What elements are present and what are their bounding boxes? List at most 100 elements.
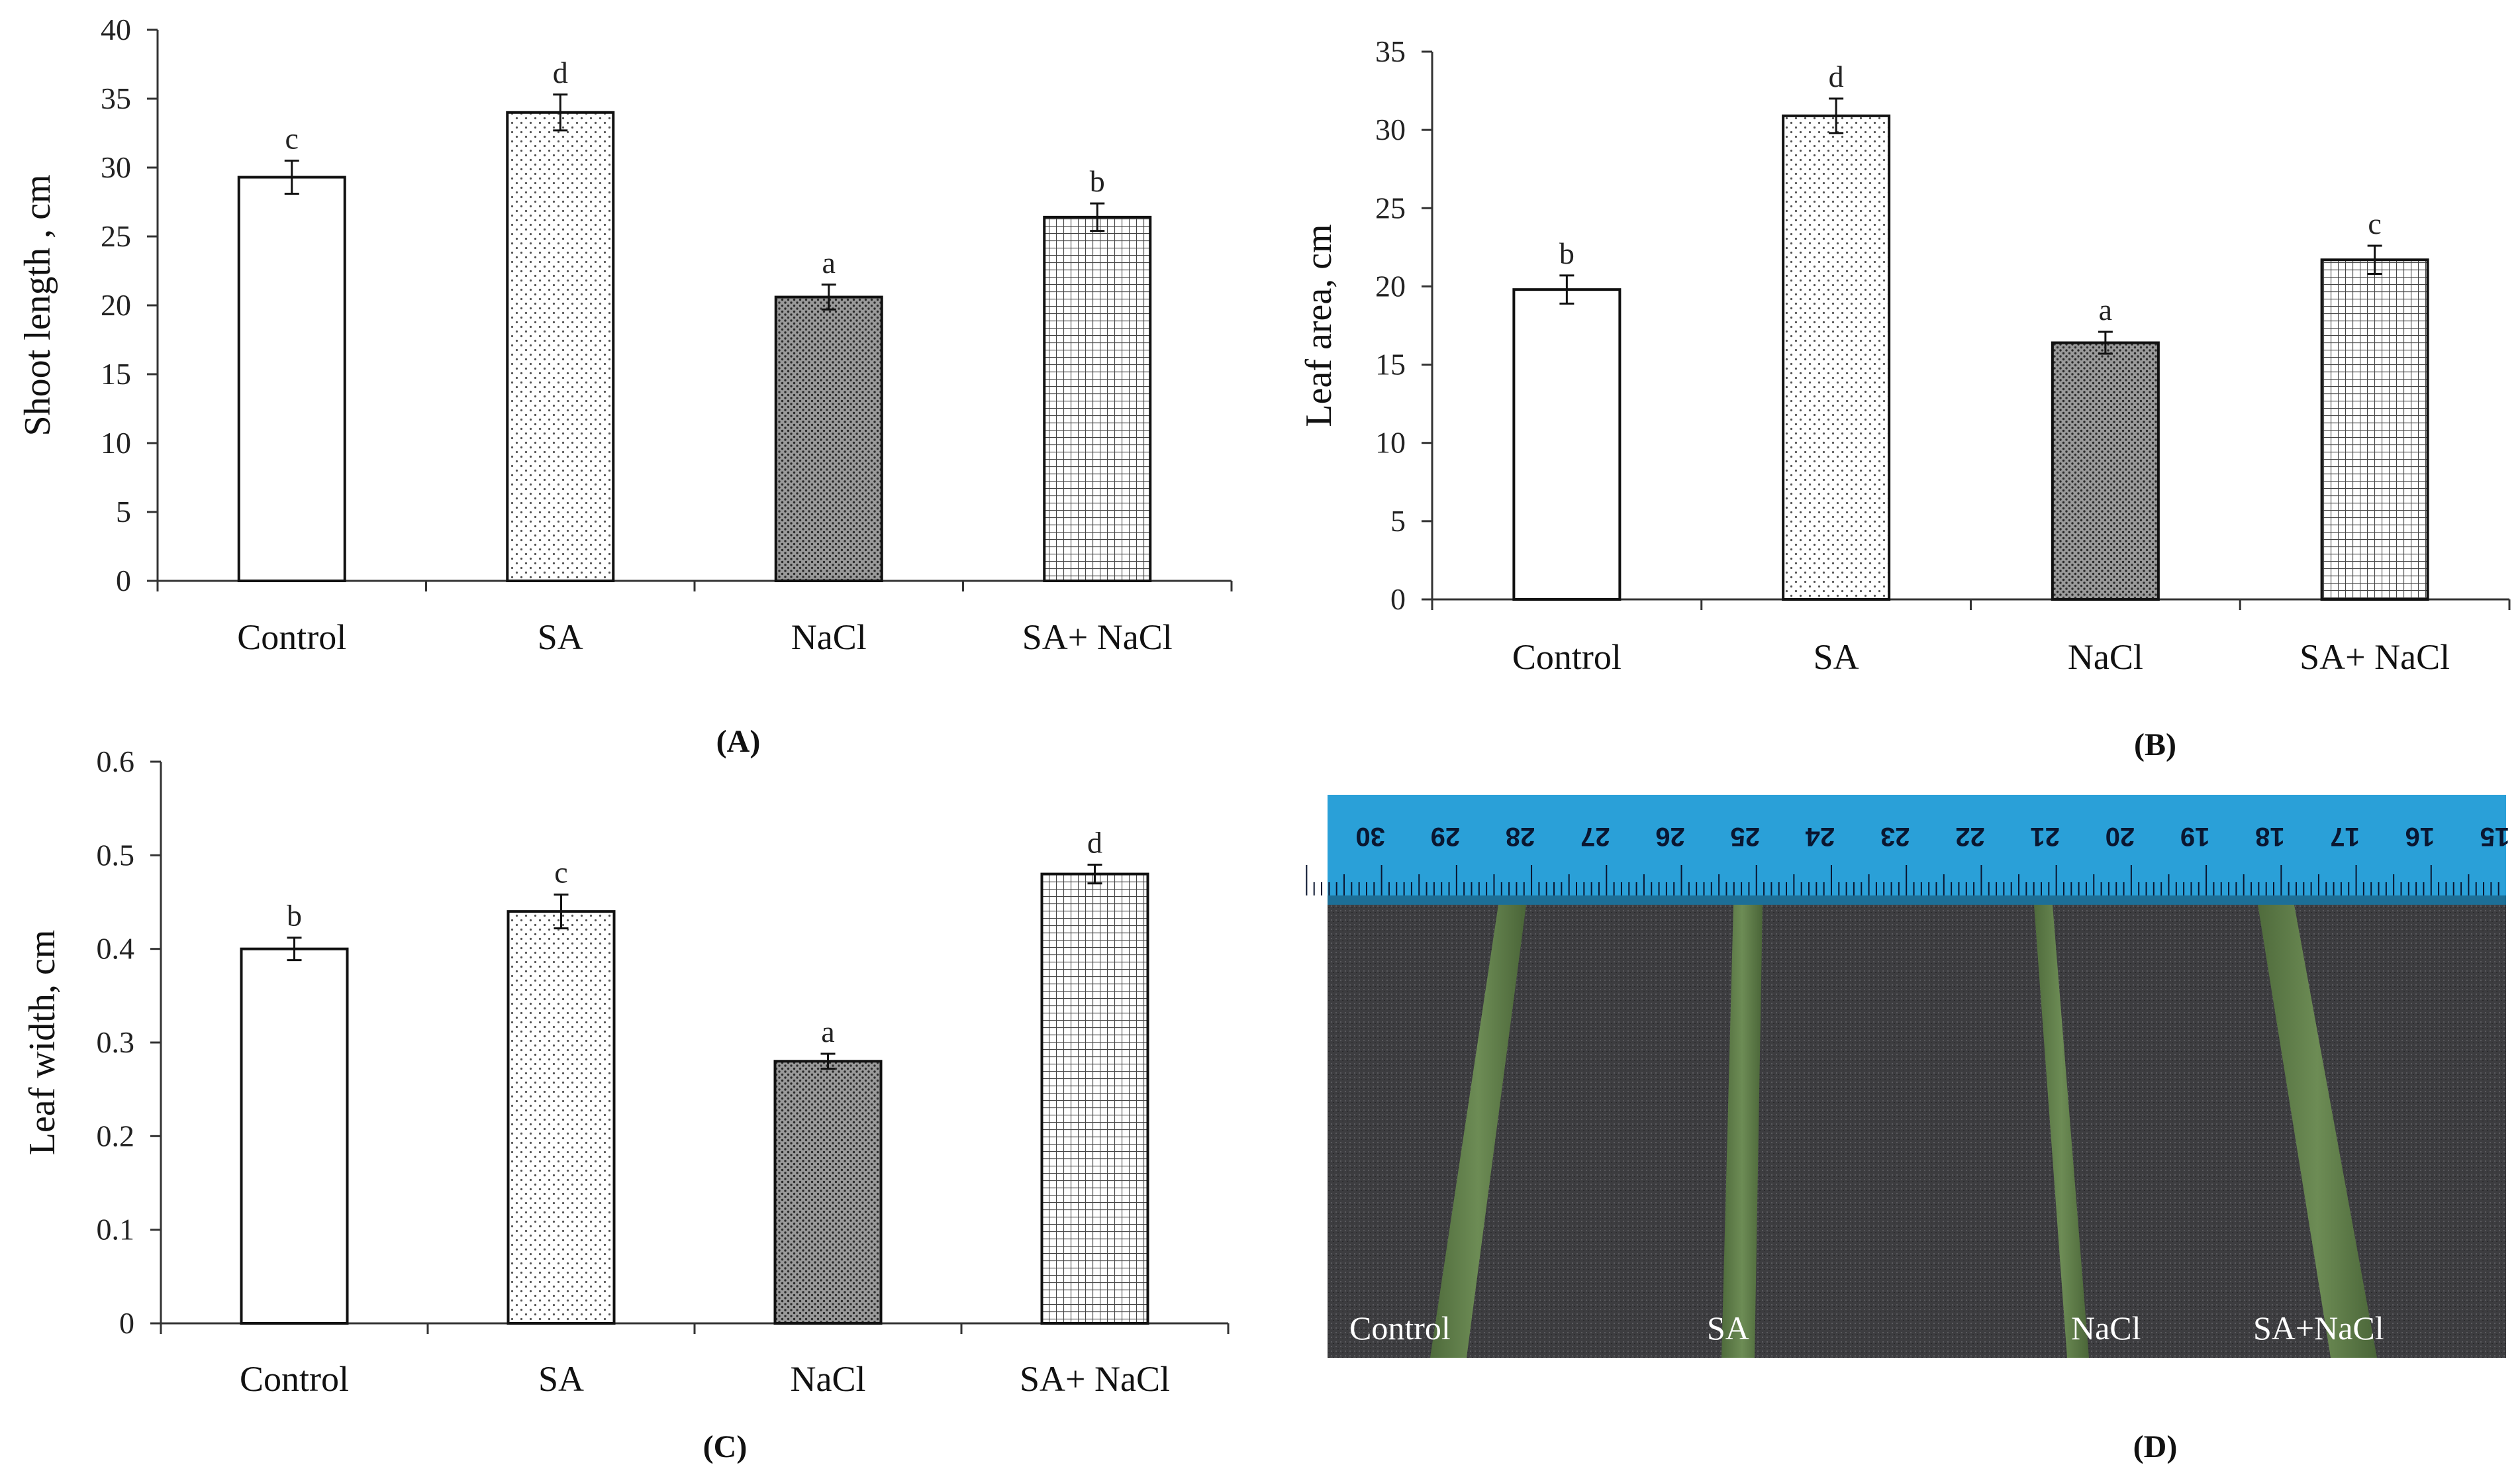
photo-label-sa: SA xyxy=(1707,1309,1749,1347)
significance-letter: d xyxy=(1087,825,1102,859)
photo-label-nacl: NaCl xyxy=(2071,1309,2141,1347)
category-label: SA+ NaCl xyxy=(2300,637,2450,677)
bar-sa xyxy=(507,910,616,1325)
leaf-sa xyxy=(1721,905,1763,1358)
ruler-number: 25 xyxy=(1731,822,1761,851)
y-axis-label: Leaf area, cm xyxy=(1298,224,1339,427)
ruler-number: 24 xyxy=(1805,822,1835,851)
y-tick-label: 0.2 xyxy=(97,1119,135,1152)
leaf-nacl xyxy=(2034,905,2089,1358)
ruler-ticks xyxy=(1306,865,2499,895)
bar-nacl xyxy=(2051,341,2160,601)
category-label: Control xyxy=(1512,637,1622,677)
y-tick-label: 30 xyxy=(101,150,131,184)
chart-panel-c: 0 0.1 0.2 0.3 0.4 0.5 0.6 b Control c SA a NaCl d SA+ … xyxy=(22,744,1230,1464)
ruler-number: 29 xyxy=(1431,822,1461,851)
ruler-number: 26 xyxy=(1655,822,1685,851)
significance-letter: a xyxy=(822,246,836,280)
y-axis-label: Leaf width, cm xyxy=(22,930,63,1156)
y-tick-label: 20 xyxy=(101,288,131,322)
significance-letter: d xyxy=(553,56,568,89)
y-tick-label: 0 xyxy=(116,564,131,597)
y-tick-label: 30 xyxy=(1375,113,1406,146)
y-tick-label: 25 xyxy=(101,219,131,253)
panel-label-d: (D) xyxy=(2133,1429,2178,1464)
ruler-number: 18 xyxy=(2255,822,2285,851)
ruler-shadow xyxy=(1328,895,2506,905)
y-tick-label: 0.5 xyxy=(97,838,135,872)
ruler-number: 28 xyxy=(1506,822,1535,851)
y-tick-label: 0.6 xyxy=(97,744,135,778)
y-tick-label: 35 xyxy=(1375,34,1406,68)
bar-nacl xyxy=(774,295,883,582)
ruler-number: 21 xyxy=(2030,822,2060,851)
y-tick-label: 35 xyxy=(101,81,131,115)
y-tick-label: 40 xyxy=(101,13,131,46)
y-tick-label: 0.4 xyxy=(97,932,135,966)
significance-letter: c xyxy=(2368,207,2381,240)
panel-label-b: (B) xyxy=(2134,727,2176,762)
category-label: NaCl xyxy=(791,617,867,657)
significance-letter: d xyxy=(1829,60,1844,93)
ruler-number: 23 xyxy=(1880,822,1910,851)
chart-panel-b: 0 5 10 15 20 25 30 35 b Control d SA a NaCl c SA+ NaCl L… xyxy=(1298,34,2511,762)
bar-sa-nacl xyxy=(1040,872,1149,1325)
ruler-numbers: 30 29 28 27 26 25 24 23 22 21 20 19 18 17 16 15 xyxy=(1355,822,2509,851)
bar-nacl xyxy=(773,1060,883,1325)
significance-letter: c xyxy=(554,856,567,890)
bar-sa xyxy=(506,111,615,583)
category-label: NaCl xyxy=(791,1359,866,1399)
significance-letter: a xyxy=(821,1015,834,1048)
significance-letter: b xyxy=(1559,236,1575,270)
leaf-control xyxy=(1430,905,1526,1358)
ruler-number: 20 xyxy=(2106,822,2135,851)
y-tick-label: 0 xyxy=(119,1306,134,1340)
chart-panel-a: 0 5 10 15 20 25 30 35 40 c Control d SA a NaCl b SA+ NaC… xyxy=(17,13,1233,759)
bar-sa-nacl xyxy=(1043,215,1152,582)
photo-label-control: Control xyxy=(1349,1309,1451,1347)
ruler-number: 27 xyxy=(1580,822,1610,851)
bar-control xyxy=(240,947,349,1325)
significance-letter: a xyxy=(2099,293,2112,327)
category-label: SA+ NaCl xyxy=(1022,617,1173,657)
category-label: Control xyxy=(240,1359,349,1399)
category-label: SA xyxy=(538,1359,584,1399)
category-label: SA xyxy=(1814,637,1859,677)
significance-letter: c xyxy=(285,122,299,156)
y-tick-label: 5 xyxy=(1390,504,1406,538)
category-label: SA xyxy=(538,617,583,657)
bar-control xyxy=(237,176,346,582)
category-label: NaCl xyxy=(2068,637,2143,677)
photo-label-sa-nacl: SA+NaCl xyxy=(2253,1309,2384,1347)
y-tick-label: 15 xyxy=(101,357,131,391)
ruler-number: 22 xyxy=(1955,822,1985,851)
panel-label-a: (A) xyxy=(716,724,761,759)
ruler-number: 16 xyxy=(2405,822,2435,851)
y-tick-label: 0 xyxy=(1390,582,1406,616)
panel-label-c: (C) xyxy=(703,1429,748,1464)
y-tick-label: 10 xyxy=(101,426,131,460)
y-tick-label: 0.3 xyxy=(97,1025,135,1059)
y-tick-label: 20 xyxy=(1375,269,1406,303)
y-axis-label: Shoot length , cm xyxy=(17,174,58,436)
significance-letter: b xyxy=(287,899,302,933)
category-label: SA+ NaCl xyxy=(1020,1359,1170,1399)
bar-sa-nacl xyxy=(2320,258,2429,601)
ruler-number: 17 xyxy=(2330,822,2360,851)
photo-panel-d: 30 29 28 27 26 25 24 23 22 21 20 19 18 17 16 15 Control… xyxy=(1306,795,2509,1464)
significance-letter: b xyxy=(1090,164,1105,198)
y-tick-label: 15 xyxy=(1375,348,1406,382)
y-tick-label: 10 xyxy=(1375,426,1406,460)
bar-control xyxy=(1512,288,1622,601)
leaf-sa-nacl xyxy=(2258,905,2377,1358)
ruler-number: 30 xyxy=(1355,822,1385,851)
ruler-number: 15 xyxy=(2480,822,2510,851)
category-label: Control xyxy=(237,617,346,657)
ruler-number: 19 xyxy=(2180,822,2210,851)
y-tick-label: 0.1 xyxy=(97,1213,135,1247)
y-tick-label: 5 xyxy=(116,495,131,529)
bar-sa xyxy=(1782,114,1891,601)
photo-ruler xyxy=(1328,795,2506,902)
y-tick-label: 25 xyxy=(1375,191,1406,225)
